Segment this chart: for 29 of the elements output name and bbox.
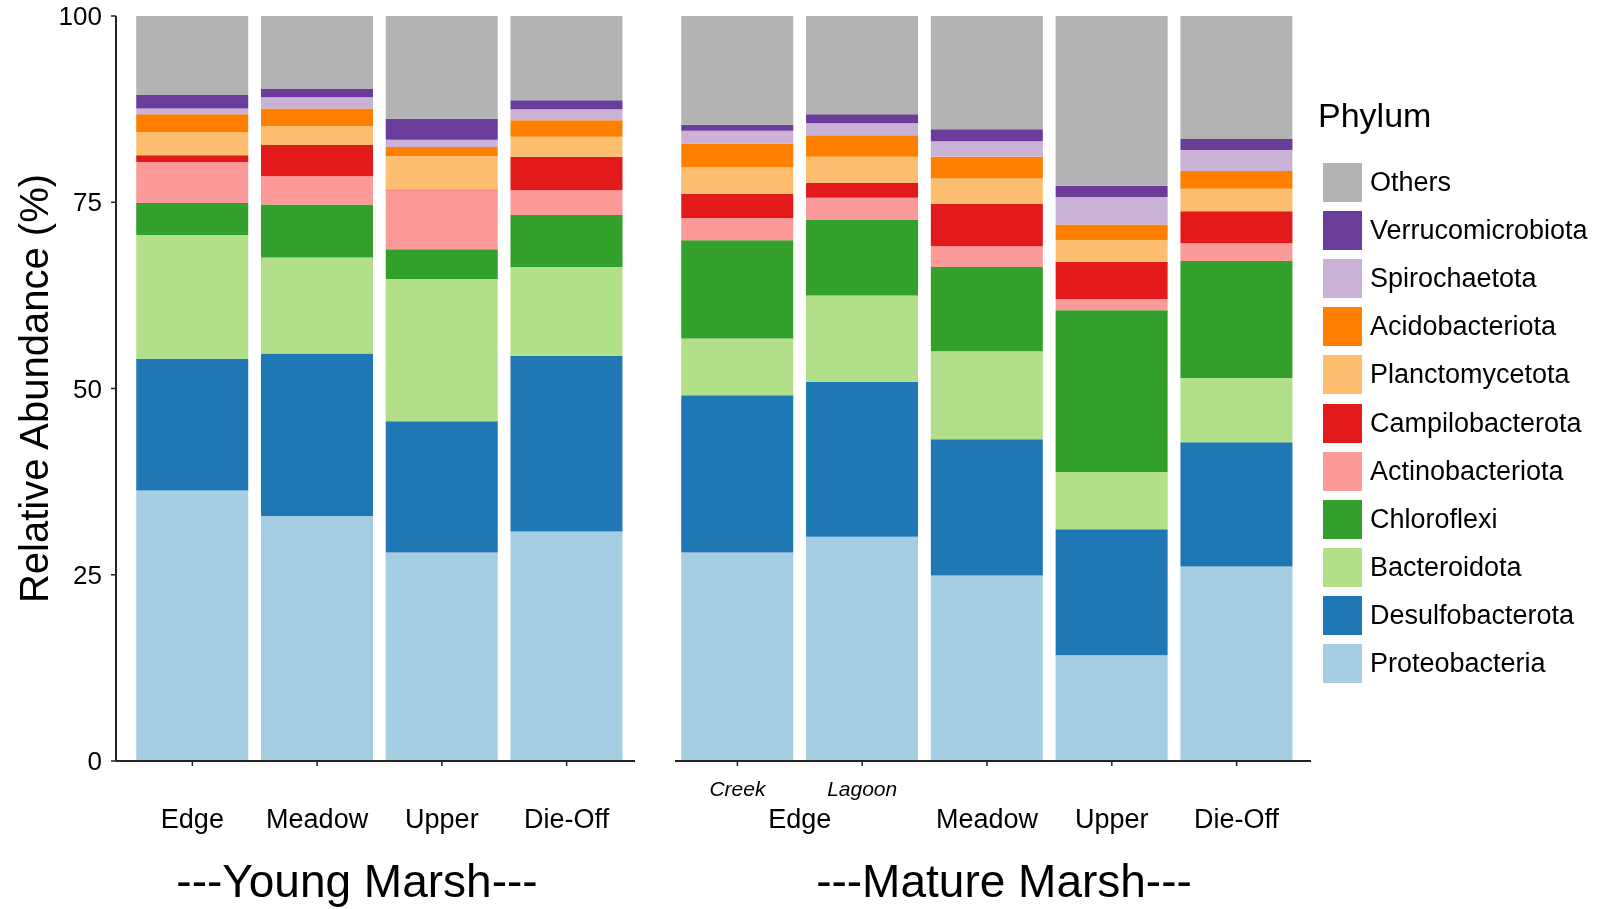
y-axis-title: Relative Abundance (%) [12, 173, 56, 604]
x-axis-title: ---Young Marsh--- [176, 855, 538, 907]
x-tick-label: Die-Off [1194, 804, 1280, 834]
y-tick-label: 100 [58, 1, 102, 32]
x-tick-label: Meadow [935, 804, 1039, 834]
y-tick-label: 75 [73, 187, 102, 218]
legend-label: Verrucomicrobiota [1370, 214, 1588, 246]
legend-title: Phylum [1318, 95, 1433, 136]
legend-label: Proteobacteria [1370, 648, 1546, 680]
legend-label: Spirochaetota [1370, 262, 1537, 294]
x-tick-label: Edge [160, 804, 224, 834]
x-tick-label: Meadow [266, 804, 369, 834]
x-tick-label: Upper [405, 804, 479, 834]
legend-label: Campilobacterota [1370, 407, 1582, 439]
x-tick-label: Upper [1075, 804, 1149, 834]
legend-label: Bacteroidota [1370, 552, 1522, 584]
legend-label: Desulfobacterota [1370, 600, 1575, 632]
x-tick-label: Lagoon [827, 776, 898, 800]
legend-label: Actinobacteriota [1370, 455, 1564, 487]
legend-label: Others [1370, 166, 1452, 198]
legend-label: Planctomycetota [1370, 359, 1570, 391]
y-tick-label: 25 [73, 559, 102, 590]
legend-label: Acidobacteriota [1370, 311, 1557, 343]
y-tick-label: 0 [87, 746, 102, 777]
legend-label: Chloroflexi [1370, 503, 1498, 535]
y-tick-label: 50 [73, 373, 102, 404]
x-tick-label: Die-Off [524, 804, 610, 834]
x-tick-label: Creek [709, 776, 767, 800]
x-axis-title: ---Mature Marsh--- [816, 855, 1192, 907]
